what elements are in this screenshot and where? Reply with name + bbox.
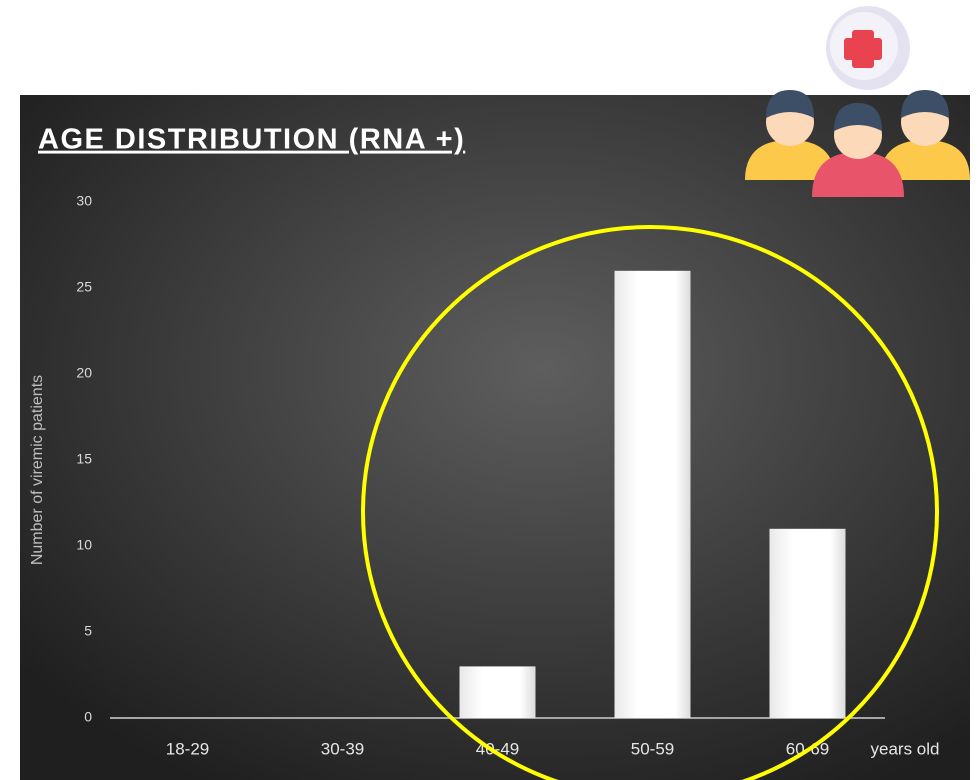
y-tick-label: 15 xyxy=(76,451,92,467)
page: {"chart_data": {"type": "bar", "title": … xyxy=(0,0,979,780)
x-tick-label: 18-29 xyxy=(166,739,209,758)
y-tick-label: 20 xyxy=(76,365,92,381)
medical-icon xyxy=(826,6,910,90)
x-axis-label: years old xyxy=(871,739,940,758)
bar xyxy=(460,666,536,718)
x-tick-label: 30-39 xyxy=(321,739,364,758)
y-tick-label: 30 xyxy=(76,193,92,209)
bar xyxy=(770,529,846,718)
y-tick-label: 10 xyxy=(76,537,92,553)
y-tick-label: 0 xyxy=(84,709,92,725)
y-tick-label: 5 xyxy=(84,623,92,639)
bar xyxy=(615,271,691,718)
y-axis-label: Number of viremic patients xyxy=(29,375,46,565)
slide: AGE DISTRIBUTION (RNA +) Number of virem… xyxy=(0,0,979,780)
x-tick-label: 50-59 xyxy=(631,739,674,758)
y-tick-label: 25 xyxy=(76,279,92,295)
chart-title: AGE DISTRIBUTION (RNA +) xyxy=(38,124,465,156)
